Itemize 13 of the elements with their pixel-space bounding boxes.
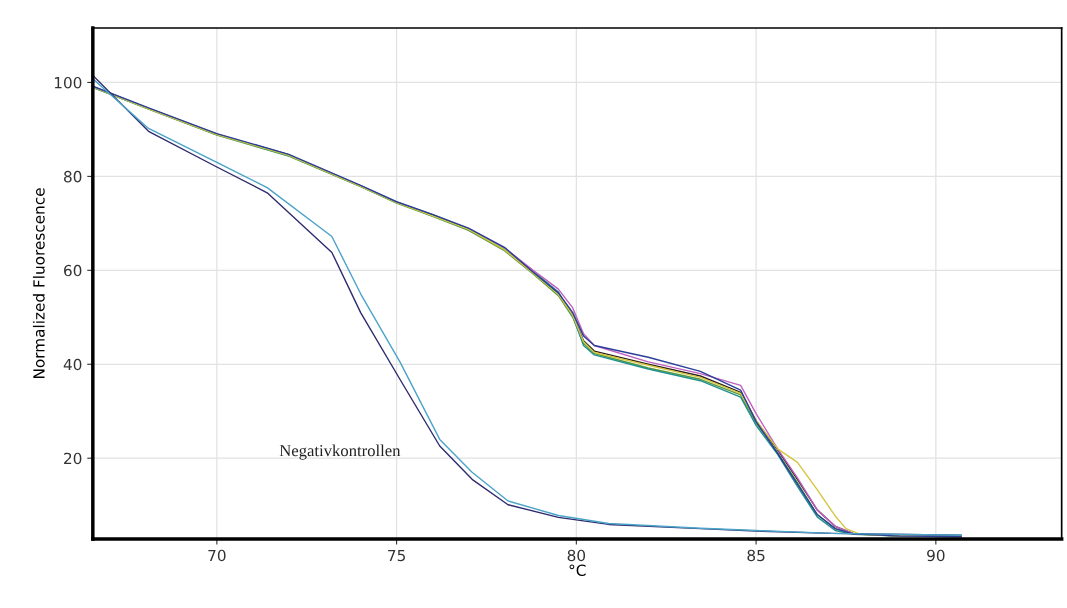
annotation: Negativkontrollen	[279, 444, 401, 460]
y-tick-label: 20	[64, 452, 82, 465]
x-tick-label: 90	[927, 549, 945, 562]
y-axis-title: Normalized Fluorescence	[32, 188, 45, 379]
x-tick-label: 80	[567, 549, 586, 562]
x-tick-label: 70	[208, 549, 226, 562]
x-tick-label: 85	[747, 549, 765, 562]
y-tick-label: 80	[64, 170, 82, 183]
x-axis-title: °C	[569, 564, 586, 577]
y-tick-label: 40	[63, 358, 82, 371]
y-tick-label: 100	[54, 76, 82, 89]
y-tick-label: 60	[64, 264, 82, 277]
x-tick-label: 75	[388, 549, 405, 562]
